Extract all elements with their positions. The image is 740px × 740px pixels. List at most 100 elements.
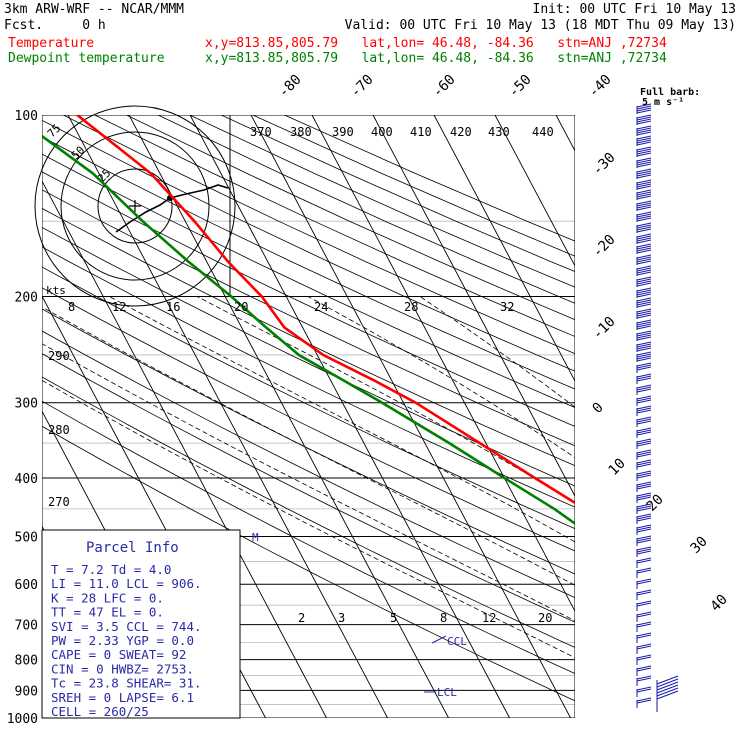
isotherm-label: 0 (590, 400, 607, 417)
parcel-info-row: LI = 11.0 LCL = 906. (51, 576, 202, 591)
wind-barb-flag (636, 364, 652, 369)
init-time: Init: 00 UTC Fri 10 May 13 (532, 2, 737, 17)
series-line-dewpoint-temperature (42, 134, 575, 526)
wind-barb-flag (636, 276, 652, 281)
wind-barb-flag (636, 507, 652, 512)
legend-temperature-info: x,y=813.85,805.79 lat,lon= 46.48, -84.36… (205, 36, 667, 51)
parcel-info-row: CELL = 260/25 (51, 704, 149, 719)
wind-barb-flag (636, 559, 652, 564)
series-line-temperature (76, 115, 575, 505)
wind-barb-flag (636, 129, 652, 134)
wind-barb-flag (636, 332, 652, 337)
wind-barb-flag (636, 569, 652, 574)
speed-scale-label: 16 (166, 300, 180, 314)
wind-barb-flag (636, 418, 652, 423)
wind-barb-flag (636, 580, 652, 585)
wind-barb-flag (636, 260, 652, 265)
mixing-ratio-label: 2 (298, 611, 305, 625)
dry-adiabat-line (42, 376, 575, 648)
theta-label: 430 (488, 125, 510, 139)
wind-barb-flag (636, 496, 652, 501)
parcel-info-row: TT = 47 EL = 0. (51, 605, 164, 620)
wind-barb-flag (636, 256, 652, 261)
parcel-info-row: K = 28 LFC = 0. (51, 590, 164, 605)
isotherm-label: -10 (590, 314, 619, 343)
wind-barb-flag (636, 289, 652, 294)
isotherm-line (678, 115, 740, 718)
dry-adiabat-line (42, 266, 575, 530)
hodograph-ring (97, 168, 173, 244)
wind-barb-flag (636, 643, 652, 648)
wind-barb-flag (636, 215, 652, 220)
wind-barb-flag (636, 632, 652, 637)
dry-adiabat-line (42, 226, 575, 487)
wind-barb-flag (636, 103, 652, 108)
moist-adiabat-line (42, 306, 575, 586)
wind-barb-flag (636, 137, 652, 142)
isotherm-line (494, 115, 575, 267)
wind-barb-flag (636, 254, 652, 259)
wind-barb-flag (636, 258, 652, 263)
wind-barb-flag (636, 204, 652, 209)
dry-adiabat-line (42, 287, 575, 552)
wind-barb-flag (636, 139, 652, 144)
wind-barb-flag (636, 654, 652, 659)
pressure-tick-label: 300 (15, 397, 38, 412)
legend-dewpoint-name: Dewpoint temperature (8, 51, 165, 66)
wind-barb-flag (636, 494, 652, 499)
wind-barbs (636, 103, 679, 712)
parcel-info-row: Tc = 23.8 SHEAR= 31. (51, 676, 202, 691)
wind-barb-flag (636, 278, 652, 283)
wind-barb-flag (636, 265, 652, 270)
mixing-ratio-label: 20 (538, 611, 552, 625)
wind-barb-flag (636, 407, 652, 412)
model-title: 3km ARW-WRF -- NCAR/MMM (4, 2, 185, 17)
wind-barb-flag (636, 546, 652, 551)
parcel-info-frame (41, 529, 241, 719)
hodograph-ring (60, 131, 210, 281)
isotherm-label: 10 (606, 456, 629, 479)
wind-barb-flag (636, 353, 652, 358)
wind-barb-flag (636, 481, 652, 486)
wind-barb-flag (636, 665, 652, 670)
wind-barb-flag (636, 362, 652, 367)
wind-barb-flag (636, 150, 652, 155)
wind-barb-flag (636, 395, 652, 400)
wind-barb-flag (636, 697, 652, 702)
dry-adiabat-line (42, 189, 575, 447)
dry-adiabat-line (252, 115, 575, 257)
sounding-profiles (42, 115, 575, 526)
wind-barb-flag (636, 567, 652, 572)
isotherm-label: -20 (590, 232, 619, 261)
dry-adiabat-line (42, 308, 575, 575)
wind-barb-flag (636, 686, 652, 691)
wind-barb-flag (636, 451, 652, 456)
dry-adiabat-line (42, 136, 575, 390)
isotherm-line (617, 115, 740, 718)
theta-label: 380 (290, 125, 312, 139)
isotherm-label: -50 (506, 72, 535, 101)
moist-adiabat-line (109, 296, 575, 543)
mixing-ratio-label: 12 (482, 611, 496, 625)
wind-barb-flag (636, 303, 652, 308)
wind-barb-flag (636, 185, 652, 190)
theta-label: 420 (450, 125, 472, 139)
dry-adiabat-line (284, 115, 575, 242)
wind-barb-flag (636, 213, 652, 218)
annotation-m-marker: M (252, 531, 259, 544)
wind-barb-flag (636, 472, 652, 477)
isotherm-line (311, 115, 575, 613)
wind-barb-flag (636, 291, 652, 296)
wind-barb-flag (636, 235, 652, 240)
isotherm-label: -30 (590, 150, 619, 179)
wind-barb-flag (636, 453, 652, 458)
wind-barb-flag (636, 688, 652, 693)
wind-barb-flag (636, 301, 652, 306)
wind-barb-flag (636, 461, 652, 466)
moist-adiabat-line (42, 379, 575, 659)
wind-barb-flag (636, 211, 652, 216)
speed-scale-label: 32 (500, 300, 514, 314)
